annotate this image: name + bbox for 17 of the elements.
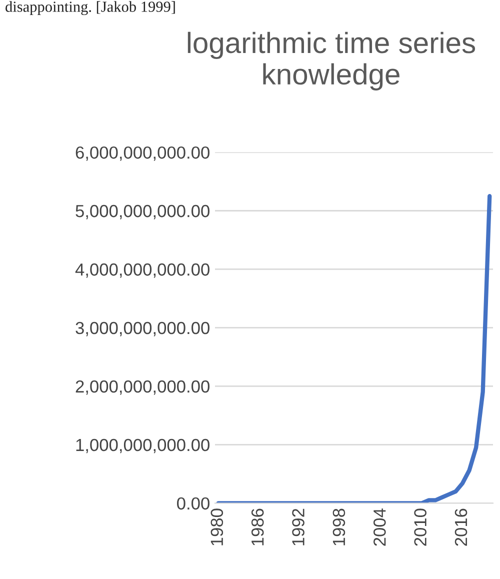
y-tick-label: 1,000,000,000.00 xyxy=(76,438,210,454)
x-tick-label: 2010 xyxy=(414,508,426,546)
y-tick-label: 6,000,000,000.00 xyxy=(76,146,210,161)
y-tick-label: 2,000,000,000.00 xyxy=(76,380,210,395)
x-tick-label: 2016 xyxy=(454,508,468,546)
x-tick-label: 1980 xyxy=(210,508,224,546)
y-tick-label: 5,000,000,000.00 xyxy=(76,204,210,220)
x-tick-label: 1986 xyxy=(251,508,264,546)
y-tick-label: 0.00 xyxy=(177,497,210,510)
chart-title: logarithmic time series knowledge xyxy=(188,32,476,90)
x-tick-label: 1998 xyxy=(332,508,346,546)
y-tick-label: 3,000,000,000.00 xyxy=(76,322,210,336)
text: disappointing. [Jakob 1999] xyxy=(6,1,175,16)
x-tick-label: 2004 xyxy=(373,508,386,546)
x-tick-label: 1992 xyxy=(292,508,304,546)
line-series xyxy=(216,194,492,504)
y-tick-label: 4,000,000,000.00 xyxy=(75,263,210,278)
